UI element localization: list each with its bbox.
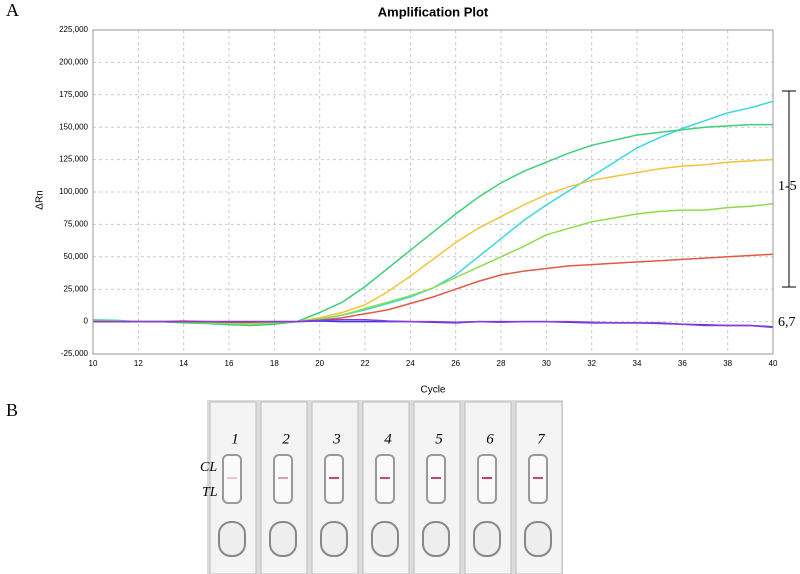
x-tick-label: 28 — [497, 359, 506, 368]
y-tick-label: 150,000 — [59, 122, 88, 131]
strip-number: 6 — [486, 431, 494, 447]
strip-number: 2 — [282, 431, 290, 447]
lines — [92, 100, 774, 329]
y-tick-label: 50,000 — [64, 252, 89, 261]
x-tick-label: 40 — [769, 359, 778, 368]
x-tick-label: 14 — [179, 359, 188, 368]
strip-window — [222, 454, 242, 504]
strip-number: 3 — [332, 431, 341, 447]
y-tick-label: -25,000 — [61, 349, 89, 358]
sample-well — [524, 521, 552, 557]
series-line — [92, 123, 773, 327]
annotation: 6,7 — [778, 315, 796, 330]
tl-label: TL — [202, 485, 218, 500]
x-tick-label: 22 — [361, 359, 370, 368]
plot-frame — [92, 29, 774, 355]
panel-label: A — [6, 0, 19, 20]
x-tick-label: 10 — [89, 359, 98, 368]
sample-well — [422, 521, 450, 557]
strip-number: 4 — [384, 431, 392, 447]
annotation: 1-5 — [778, 179, 797, 194]
x-tick-label: 20 — [315, 359, 324, 368]
x-tick-label: 24 — [406, 359, 415, 368]
y-tick-label: 125,000 — [59, 155, 88, 164]
y-tick-label: 175,000 — [59, 90, 88, 99]
y-tick-label: 225,000 — [59, 25, 88, 34]
sample-well — [473, 521, 501, 557]
x-tick-label: 12 — [134, 359, 143, 368]
y-tick-label: 75,000 — [64, 220, 89, 229]
y-tick-label: 0 — [84, 317, 89, 326]
bracket — [782, 90, 796, 288]
x-tick-label: 16 — [225, 359, 234, 368]
cl-label: CL — [200, 460, 217, 475]
series-line — [93, 158, 774, 324]
x-tick-label: 38 — [723, 359, 732, 368]
y-tick-label: 100,000 — [59, 187, 88, 196]
strip-number: 1 — [231, 431, 239, 447]
x-tick-label: 32 — [587, 359, 596, 368]
sample-well — [371, 521, 399, 557]
strip-number: 7 — [537, 431, 546, 447]
sample-well — [320, 521, 348, 557]
strip-window — [273, 454, 293, 504]
sample-well — [218, 521, 246, 557]
y-tick-label: 200,000 — [59, 58, 88, 67]
y-tick-label: 25,000 — [64, 284, 89, 293]
chart-title: Amplification Plot — [378, 4, 489, 19]
y-axis-label: ΔRn — [35, 190, 46, 209]
series-line — [92, 202, 774, 325]
strip-number: 5 — [435, 431, 443, 447]
x-axis-label: Cycle — [420, 385, 445, 396]
x-tick-label: 26 — [451, 359, 460, 368]
series-line — [93, 318, 774, 329]
panel-label: B — [6, 400, 18, 420]
x-tick-label: 30 — [542, 359, 551, 368]
strips: 1 2 3 4 5 6 7 — [209, 401, 563, 574]
series-line — [92, 100, 774, 325]
x-tick-label: 34 — [633, 359, 642, 368]
sample-well — [269, 521, 297, 557]
x-tick-label: 36 — [678, 359, 687, 368]
grid: -25,000 0 25,000 50,000 75,000 100,000 125,000… — [59, 25, 778, 368]
x-tick-label: 18 — [270, 359, 279, 368]
